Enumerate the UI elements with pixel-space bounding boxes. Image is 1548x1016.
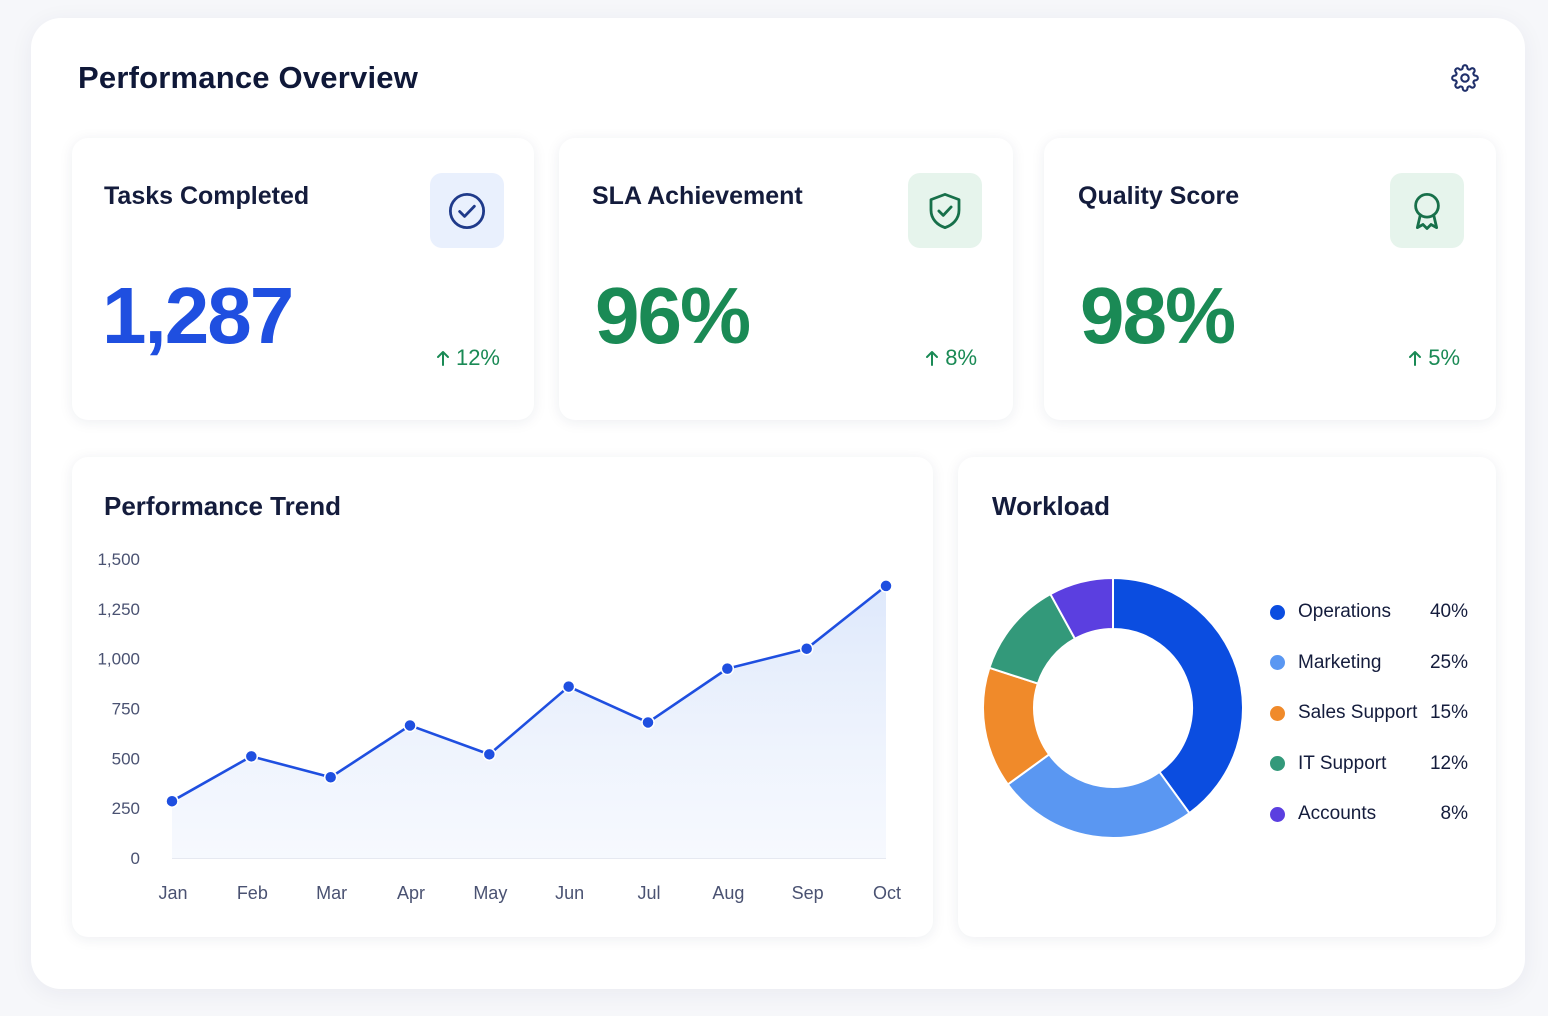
- legend-label: Marketing: [1298, 651, 1382, 673]
- x-tick-label: Oct: [873, 883, 901, 903]
- award-ribbon-icon: [1414, 192, 1440, 230]
- kpi-change-value: 5%: [1428, 345, 1460, 370]
- legend-label: Operations: [1298, 601, 1391, 623]
- workload-donut-chart: [982, 577, 1244, 839]
- kpi-card-quality-score: Quality Score 98% 5%: [1044, 138, 1496, 420]
- legend-item[interactable]: Operations 40%: [1270, 587, 1468, 638]
- kpi-label: SLA Achievement: [592, 182, 803, 210]
- kpi-value: 96%: [595, 271, 751, 360]
- kpi-card-tasks-completed: Tasks Completed 1,287 12%: [72, 138, 534, 420]
- x-tick-label: Apr: [397, 883, 425, 903]
- workload-card: Workload Operations 40% Marketing 25% Sales …: [958, 457, 1496, 937]
- legend-swatch: [1270, 705, 1285, 721]
- gear-icon: [1451, 64, 1479, 92]
- kpi-icon-badge: [1390, 173, 1464, 248]
- x-tick-label: Jul: [637, 883, 660, 903]
- kpi-value: 98%: [1080, 271, 1236, 360]
- trend-data-point[interactable]: [482, 747, 497, 762]
- legend-item[interactable]: Marketing 25%: [1270, 638, 1468, 689]
- donut-slice-accounts[interactable]: [1049, 577, 1114, 640]
- y-tick-label: 1,500: [97, 550, 140, 569]
- trend-data-point[interactable]: [165, 794, 179, 808]
- kpi-label: Tasks Completed: [104, 182, 310, 210]
- x-tick-label: Jun: [555, 883, 584, 903]
- kpi-change-value: 8%: [945, 345, 977, 370]
- trend-series-line: [170, 584, 888, 803]
- kpi-value: 1,287: [102, 271, 294, 360]
- settings-button[interactable]: [1448, 61, 1482, 95]
- y-tick-label: 0: [131, 849, 140, 868]
- legend-label: Accounts: [1298, 803, 1377, 825]
- x-tick-label: Jan: [158, 883, 187, 903]
- trend-data-point[interactable]: [720, 661, 735, 676]
- card-title: Performance Trend: [104, 491, 341, 521]
- trend-chart: 0 250 500 750 1,000 1,250 1,500 Jan Feb Mar Apr May…: [97, 550, 901, 903]
- y-tick-label: 250: [112, 799, 140, 818]
- y-tick-label: 750: [112, 700, 140, 719]
- arrow-up-icon: [1409, 351, 1422, 366]
- x-tick-label: Feb: [237, 883, 268, 903]
- y-tick-label: 1,250: [97, 600, 140, 619]
- trend-data-point[interactable]: [403, 718, 417, 733]
- arrow-up-icon: [926, 351, 939, 366]
- donut-slice-marketing[interactable]: [1006, 753, 1191, 839]
- y-tick-label: 500: [112, 749, 140, 768]
- kpi-change: 8%: [925, 345, 977, 371]
- x-tick-label: Sep: [792, 883, 824, 903]
- x-tick-label: Aug: [712, 883, 744, 903]
- performance-trend-card: Performance Trend 0 250 500 750 1,000 1,250 1,…: [72, 457, 933, 937]
- kpi-change: 5%: [1408, 345, 1460, 371]
- legend-percent: 40%: [1429, 601, 1468, 623]
- legend-swatch: [1270, 756, 1285, 772]
- trend-data-point[interactable]: [561, 679, 576, 694]
- legend-item[interactable]: Accounts 8%: [1270, 789, 1468, 840]
- legend-percent: 8%: [1440, 803, 1468, 825]
- check-circle-icon: [448, 192, 486, 229]
- legend-label: Sales Support: [1298, 702, 1418, 724]
- trend-data-point[interactable]: [323, 770, 338, 785]
- arrow-up-icon: [436, 351, 449, 366]
- kpi-icon-badge: [430, 173, 504, 248]
- kpi-card-sla-achievement: SLA Achievement 96% 8%: [559, 138, 1013, 420]
- shield-check-icon: [929, 192, 961, 229]
- legend-percent: 15%: [1429, 702, 1468, 724]
- trend-data-point[interactable]: [799, 641, 814, 656]
- y-tick-label: 1,000: [97, 650, 140, 669]
- page-title: Performance Overview: [78, 60, 419, 95]
- kpi-change-value: 12%: [455, 345, 500, 370]
- legend-swatch: [1270, 806, 1285, 822]
- legend-swatch: [1270, 604, 1285, 620]
- legend-swatch: [1270, 655, 1285, 671]
- donut-slice-operations[interactable]: [1112, 577, 1244, 815]
- legend-percent: 25%: [1429, 651, 1468, 673]
- trend-data-point[interactable]: [244, 749, 259, 764]
- x-tick-label: May: [473, 883, 507, 903]
- legend-item[interactable]: Sales Support 15%: [1270, 688, 1468, 739]
- kpi-label: Quality Score: [1078, 182, 1240, 210]
- legend-label: IT Support: [1298, 752, 1387, 774]
- trend-data-point[interactable]: [641, 715, 655, 730]
- kpi-icon-badge: [908, 173, 982, 248]
- workload-legend: Operations 40% Marketing 25% Sales Support 15…: [1270, 587, 1468, 840]
- trend-data-point[interactable]: [879, 579, 893, 593]
- card-title: Workload: [992, 491, 1110, 521]
- legend-item[interactable]: IT Support 12%: [1270, 739, 1468, 790]
- kpi-change: 12%: [436, 345, 500, 371]
- legend-percent: 12%: [1429, 752, 1468, 774]
- x-tick-label: Mar: [316, 883, 347, 903]
